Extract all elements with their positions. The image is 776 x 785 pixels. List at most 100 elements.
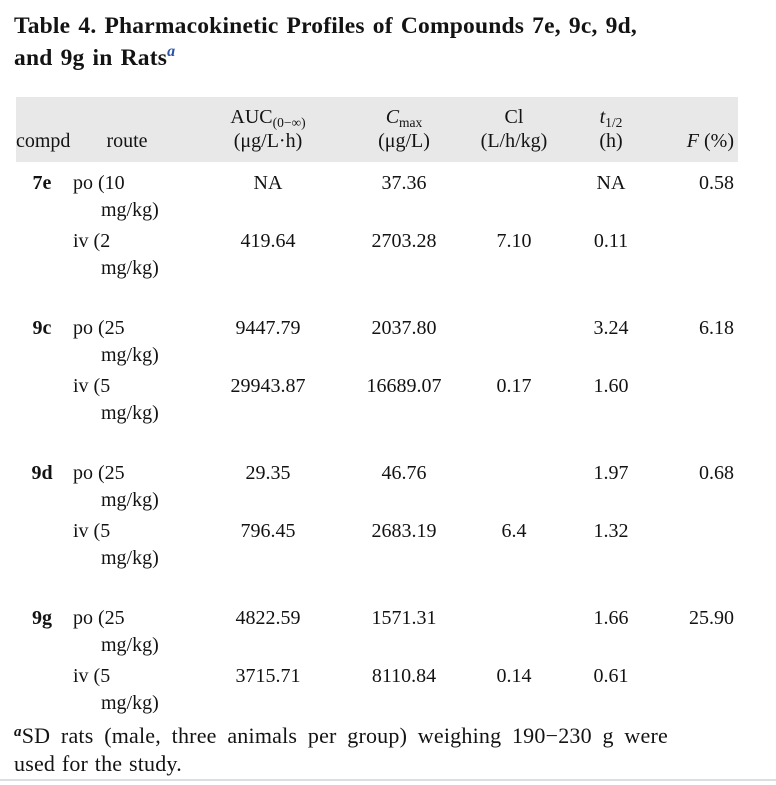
cl-cell: 0.14 (496, 665, 532, 687)
route-line-1: iv (5 (73, 375, 111, 397)
t-half-cell: 1.97 (593, 462, 629, 484)
f-unit: (%) (704, 130, 734, 152)
t-half-cell: NA (596, 172, 626, 194)
cmax-cell: 1571.31 (371, 607, 437, 629)
t-half-symbol: t (599, 106, 606, 128)
t-half-cell: 1.32 (593, 520, 629, 542)
footnote-text-line-1: SD rats (male, three animals per group) … (21, 723, 668, 748)
table-title: Table 4. Pharmacokinetic Profiles of Com… (14, 10, 762, 74)
col-header-route: route (68, 97, 186, 162)
route-cell: po (25 mg/kg) (68, 431, 186, 518)
route-cell: po (25 mg/kg) (68, 286, 186, 373)
route-line-2: mg/kg) (101, 634, 159, 656)
col-header-cmax-unit: (μg/L) (378, 130, 430, 152)
col-header-cl-label: Cl (504, 106, 524, 128)
route-cell: iv (5 mg/kg) (68, 373, 186, 431)
cmax-cell: 37.36 (381, 172, 427, 194)
compd-cell: 9d (31, 462, 53, 484)
table-footnote: aSD rats (male, three animals per group)… (14, 722, 762, 778)
route-line-2: mg/kg) (101, 547, 159, 569)
table-row-9g-iv: iv (5 mg/kg) 3715.71 8110.84 0.14 0.61 (16, 663, 738, 721)
pk-table: compd route AUC(0−∞) (μg/L·h) Cmax (μg/L… (16, 97, 738, 721)
table-row-9c-po: 9c po (25 mg/kg) 9447.79 2037.80 3.24 6.… (16, 286, 738, 373)
cl-cell (458, 162, 570, 228)
route-line-2: mg/kg) (101, 199, 159, 221)
table-row-9d-po: 9d po (25 mg/kg) 29.35 46.76 1.97 0.68 (16, 431, 738, 518)
cl-cell: 7.10 (496, 230, 532, 252)
auc-cell: 29943.87 (230, 375, 306, 397)
auc-cell: 29.35 (245, 462, 291, 484)
table-row-9d-iv: iv (5 mg/kg) 796.45 2683.19 6.4 1.32 (16, 518, 738, 576)
col-header-route-label: route (106, 130, 148, 152)
cmax-cell: 2683.19 (371, 520, 437, 542)
f-cell: 6.18 (699, 317, 734, 339)
cl-cell: 0.17 (496, 375, 532, 397)
route-line-2: mg/kg) (101, 344, 159, 366)
route-line-2: mg/kg) (101, 692, 159, 714)
col-header-compd-label: compd (16, 130, 71, 152)
t-half-cell: 0.11 (593, 230, 629, 252)
cl-cell (458, 286, 570, 373)
auc-cell: 9447.79 (235, 317, 301, 339)
cmax-symbol: C (385, 106, 400, 128)
cl-cell: 6.4 (501, 520, 527, 542)
cmax-cell: 46.76 (381, 462, 427, 484)
col-header-auc-label: AUC(0−∞) (186, 105, 350, 129)
table-title-line-1: Table 4. Pharmacokinetic Profiles of Com… (14, 13, 637, 39)
t-half-subscript: 1/2 (605, 115, 623, 130)
t-half-cell: 1.66 (593, 607, 629, 629)
auc-symbol: AUC (230, 106, 273, 128)
route-line-2: mg/kg) (101, 402, 159, 424)
t-half-cell: 1.60 (593, 375, 629, 397)
route-line-2: mg/kg) (101, 257, 159, 279)
table-row-7e-iv: iv (2 mg/kg) 419.64 2703.28 7.10 0.11 (16, 228, 738, 286)
col-header-compd: compd (16, 97, 71, 162)
route-cell: po (25 mg/kg) (68, 576, 186, 663)
cmax-cell: 2703.28 (371, 230, 437, 252)
route-line-2: mg/kg) (101, 489, 159, 511)
t-half-cell: 0.61 (593, 665, 629, 687)
f-cell: 25.90 (689, 607, 734, 629)
compd-cell (16, 518, 68, 576)
table-row-9g-po: 9g po (25 mg/kg) 4822.59 1571.31 1.66 25… (16, 576, 738, 663)
compd-cell (16, 663, 68, 721)
route-line-1: iv (5 (73, 520, 111, 542)
bottom-divider (0, 779, 776, 781)
header-row: compd route AUC(0−∞) (μg/L·h) Cmax (μg/L… (16, 97, 738, 162)
title-footnote-marker: a (167, 43, 176, 60)
footnote-line-2: used for the study. (14, 751, 182, 776)
col-header-t-half-label: t1/2 (570, 105, 652, 129)
footnote-marker: a (14, 724, 22, 740)
compd-cell (16, 228, 68, 286)
cmax-cell: 8110.84 (371, 665, 437, 687)
f-cell (652, 518, 738, 576)
route-cell: iv (5 mg/kg) (68, 663, 186, 721)
f-cell (652, 228, 738, 286)
auc-cell: 3715.71 (235, 665, 301, 687)
table-row-9c-iv: iv (5 mg/kg) 29943.87 16689.07 0.17 1.60 (16, 373, 738, 431)
col-header-auc: AUC(0−∞) (μg/L·h) (186, 97, 350, 162)
route-line-1: po (25 (73, 607, 125, 629)
f-cell: 0.58 (699, 172, 734, 194)
col-header-f-label: F (%) (652, 129, 734, 153)
route-line-1: iv (2 (73, 230, 111, 252)
col-header-t-half: t1/2 (h) (570, 97, 652, 162)
col-header-cl-unit: (L/h/kg) (480, 130, 548, 152)
route-cell: iv (5 mg/kg) (68, 518, 186, 576)
route-line-1: po (25 (73, 462, 125, 484)
cl-cell (458, 576, 570, 663)
col-header-auc-unit: (μg/L·h) (233, 130, 303, 152)
route-cell: iv (2 mg/kg) (68, 228, 186, 286)
col-header-f: F (%) (652, 97, 738, 162)
table-title-line-2-text: and 9g in Rats (14, 45, 168, 71)
auc-cell: 4822.59 (235, 607, 301, 629)
route-line-1: iv (5 (73, 665, 111, 687)
compd-cell: 9c (32, 317, 52, 339)
compd-cell (16, 373, 68, 431)
cl-cell (458, 431, 570, 518)
route-line-1: po (10 (73, 172, 125, 194)
f-cell (652, 373, 738, 431)
route-cell: po (10 mg/kg) (68, 162, 186, 228)
f-cell: 0.68 (699, 462, 734, 484)
